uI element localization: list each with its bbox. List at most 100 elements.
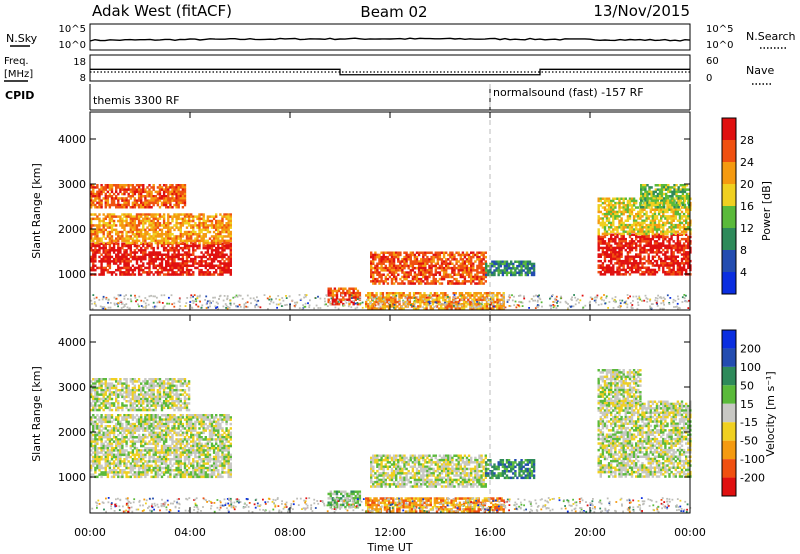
heatmap-cell	[432, 260, 435, 263]
heatmap-cell	[110, 186, 114, 189]
heatmap-cell	[620, 273, 623, 276]
heatmap-cell	[687, 212, 690, 216]
heatmap-cell	[383, 296, 387, 299]
heatmap-cell	[162, 217, 166, 221]
heatmap-cell	[102, 271, 105, 274]
heatmap-cell	[641, 237, 644, 241]
heatmap-cell	[123, 242, 126, 245]
heatmap-cell	[510, 267, 513, 270]
ground-scatter-cell	[550, 307, 552, 310]
heatmap-cell	[388, 253, 392, 257]
heatmap-cell	[626, 255, 630, 258]
heatmap-cell	[650, 206, 653, 209]
heatmap-cell	[445, 258, 448, 261]
heatmap-cell	[620, 246, 623, 250]
heatmap-cell	[516, 267, 519, 270]
heatmap-cell	[610, 257, 613, 261]
heatmap-cell	[601, 232, 605, 236]
heatmap-cell	[647, 228, 650, 231]
heatmap-cell	[167, 235, 170, 238]
heatmap-cell	[208, 244, 212, 248]
heatmap-cell	[123, 273, 126, 276]
heatmap-cell	[455, 260, 458, 263]
heatmap-cell	[605, 253, 609, 256]
ground-scatter-cell	[291, 299, 294, 302]
heatmap-cell	[528, 269, 532, 272]
ground-scatter-cell	[224, 303, 227, 305]
ground-scatter-cell	[190, 294, 193, 297]
heatmap-cell	[420, 258, 423, 261]
heatmap-cell	[96, 233, 99, 236]
heatmap-cell	[472, 269, 475, 272]
heatmap-cell	[660, 223, 663, 227]
heatmap-cell	[367, 292, 370, 295]
ground-scatter-cell	[611, 297, 614, 300]
heatmap-cell	[672, 212, 675, 216]
heatmap-cell	[146, 246, 149, 250]
heatmap-cell	[386, 273, 390, 276]
heatmap-cell	[127, 246, 130, 250]
heatmap-cell	[603, 255, 607, 258]
heatmap-cell	[658, 188, 662, 191]
heatmap-cell	[221, 239, 224, 243]
heatmap-cell	[442, 294, 445, 297]
heatmap-cell	[655, 253, 659, 256]
heatmap-cell	[117, 257, 120, 261]
heatmap-cell	[462, 294, 466, 297]
heatmap-cell	[367, 296, 370, 299]
ground-scatter-cell	[359, 296, 361, 299]
heatmap-cell	[648, 188, 651, 191]
heatmap-cell	[175, 206, 178, 209]
ground-scatter-cell	[650, 307, 653, 310]
heatmap-cell	[217, 219, 220, 223]
heatmap-cell	[131, 219, 135, 223]
heatmap-cell	[169, 222, 172, 225]
heatmap-cell	[356, 289, 360, 293]
heatmap-cell	[206, 241, 210, 245]
ground-scatter-cell	[178, 297, 181, 300]
ground-scatter-cell	[138, 305, 140, 308]
heatmap-cell	[498, 305, 501, 308]
heatmap-cell	[144, 230, 147, 234]
ground-scatter-cell	[226, 297, 229, 300]
heatmap-cell	[108, 184, 112, 187]
heatmap-cell	[448, 300, 451, 304]
ground-scatter-cell	[594, 296, 596, 299]
heatmap-cell	[612, 240, 615, 243]
heatmap-cell	[678, 217, 682, 220]
heatmap-cell	[685, 206, 688, 209]
heatmap-cell	[630, 208, 634, 211]
heatmap-cell	[129, 255, 132, 259]
heatmap-cell	[148, 264, 151, 267]
heatmap-cell	[419, 294, 422, 297]
heatmap-cell	[123, 203, 126, 207]
heatmap-cell	[135, 199, 139, 202]
heatmap-cell	[647, 199, 650, 203]
heatmap-cell	[502, 292, 505, 295]
heatmap-cell	[106, 226, 110, 229]
heatmap-cell	[187, 239, 191, 243]
heatmap-cell	[635, 232, 638, 236]
heatmap-cell	[179, 262, 182, 265]
heatmap-cell	[683, 206, 687, 209]
heatmap-cell	[653, 226, 657, 229]
heatmap-cell	[177, 264, 180, 267]
heatmap-cell	[110, 246, 114, 250]
heatmap-cell	[622, 232, 625, 236]
heatmap-cell	[656, 206, 660, 209]
heatmap-cell	[135, 224, 139, 227]
heatmap-cell	[92, 253, 95, 256]
heatmap-cell	[340, 300, 343, 304]
heatmap-cell	[173, 260, 176, 263]
heatmap-cell	[399, 269, 402, 272]
ground-scatter-cell	[575, 299, 578, 302]
ground-scatter-cell	[384, 300, 387, 303]
heatmap-cell	[331, 302, 335, 306]
heatmap-cell	[428, 260, 431, 263]
heatmap-cell	[610, 268, 613, 272]
heatmap-cell	[668, 266, 671, 269]
heatmap-cell	[424, 260, 427, 263]
heatmap-cell	[647, 237, 650, 241]
heatmap-cell	[210, 260, 214, 263]
heatmap-cell	[681, 203, 685, 207]
